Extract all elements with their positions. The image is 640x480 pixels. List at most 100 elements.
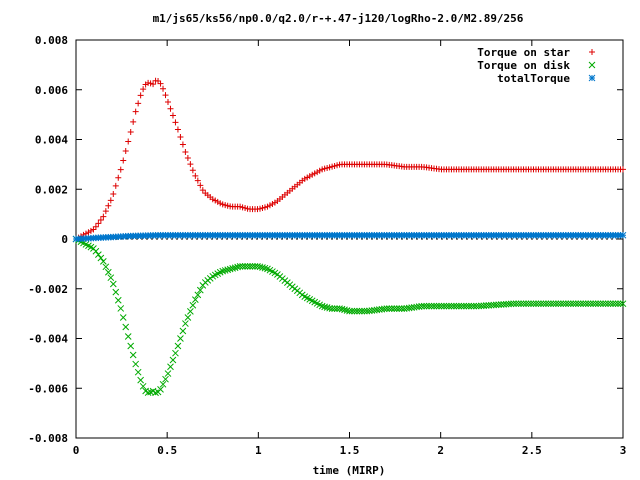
data-point <box>159 380 167 388</box>
y-tick-label: 0.008 <box>35 34 68 47</box>
data-point <box>393 305 401 313</box>
data-point <box>157 386 164 393</box>
data-point <box>619 231 627 239</box>
data-point <box>177 335 184 342</box>
data-point <box>385 305 393 313</box>
data-point <box>612 300 619 308</box>
data-point <box>107 274 115 282</box>
data-point <box>562 300 570 308</box>
data-point <box>122 148 129 155</box>
data-point <box>458 302 465 310</box>
data-point <box>160 85 167 92</box>
data-point <box>125 138 132 145</box>
data-point <box>261 264 269 272</box>
data-point <box>388 305 396 313</box>
data-point <box>192 172 199 179</box>
data-point <box>167 363 174 371</box>
data-point <box>425 302 433 310</box>
x-tick-label: 1.5 <box>340 444 360 457</box>
data-point <box>607 300 614 308</box>
data-point <box>169 112 176 119</box>
x-tick-label: 2 <box>437 444 444 457</box>
data-point <box>105 202 112 209</box>
data-point <box>244 263 251 270</box>
data-point <box>241 263 249 270</box>
data-point <box>455 302 463 310</box>
legend-marker <box>588 74 596 82</box>
data-point <box>579 300 587 308</box>
data-point <box>179 327 187 335</box>
data-point <box>547 300 555 308</box>
data-point <box>127 129 134 136</box>
data-point <box>582 300 590 308</box>
data-point <box>95 251 102 258</box>
data-point <box>323 304 331 311</box>
data-point <box>356 307 363 315</box>
data-point <box>532 300 540 308</box>
data-point <box>172 119 179 126</box>
data-point <box>609 300 617 308</box>
data-point <box>117 305 125 312</box>
data-point <box>448 302 455 310</box>
data-point <box>97 217 104 224</box>
data-point <box>517 300 525 308</box>
data-point <box>380 305 388 313</box>
data-point <box>535 300 542 308</box>
data-point <box>440 302 448 310</box>
data-point <box>328 305 336 313</box>
data-point <box>525 300 532 308</box>
data-point <box>589 300 597 308</box>
data-point <box>383 305 391 313</box>
data-point <box>597 300 604 308</box>
data-point <box>617 300 624 308</box>
data-point <box>231 264 239 272</box>
data-point <box>157 80 164 87</box>
data-point <box>395 305 403 313</box>
data-point <box>467 302 475 310</box>
data-point <box>418 302 425 310</box>
data-point <box>555 300 562 308</box>
data-point <box>109 280 117 288</box>
data-point <box>564 300 572 308</box>
data-point <box>450 302 458 310</box>
series-0 <box>73 77 626 242</box>
data-point <box>515 300 522 308</box>
data-point <box>540 300 547 308</box>
data-point <box>150 81 157 88</box>
data-point <box>167 105 174 112</box>
data-point <box>162 92 169 99</box>
data-point <box>594 300 602 308</box>
legend-label: Torque on star <box>477 46 570 59</box>
legend-label: totalTorque <box>497 72 570 85</box>
data-point <box>569 300 577 308</box>
legend-marker <box>588 61 596 69</box>
y-tick-label: 0.002 <box>35 183 68 196</box>
data-point <box>115 174 122 181</box>
data-point <box>435 302 443 310</box>
data-point <box>219 267 227 275</box>
data-point <box>224 266 232 274</box>
data-point <box>135 100 142 107</box>
data-point <box>107 197 114 204</box>
data-point <box>537 300 545 308</box>
data-point <box>445 302 453 310</box>
data-point <box>510 300 517 308</box>
data-point <box>129 351 137 359</box>
data-point <box>557 300 565 308</box>
data-point <box>567 300 575 308</box>
data-point <box>187 161 194 168</box>
data-point <box>249 263 256 270</box>
data-point <box>572 300 580 308</box>
data-point <box>619 300 627 308</box>
data-point <box>604 300 612 308</box>
data-point <box>463 302 470 310</box>
data-point <box>592 300 600 308</box>
data-point <box>341 306 348 314</box>
data-point <box>182 320 189 327</box>
data-point <box>189 301 197 309</box>
data-point <box>127 342 135 350</box>
data-point <box>221 267 229 274</box>
data-point <box>226 265 234 273</box>
data-point <box>172 349 179 357</box>
